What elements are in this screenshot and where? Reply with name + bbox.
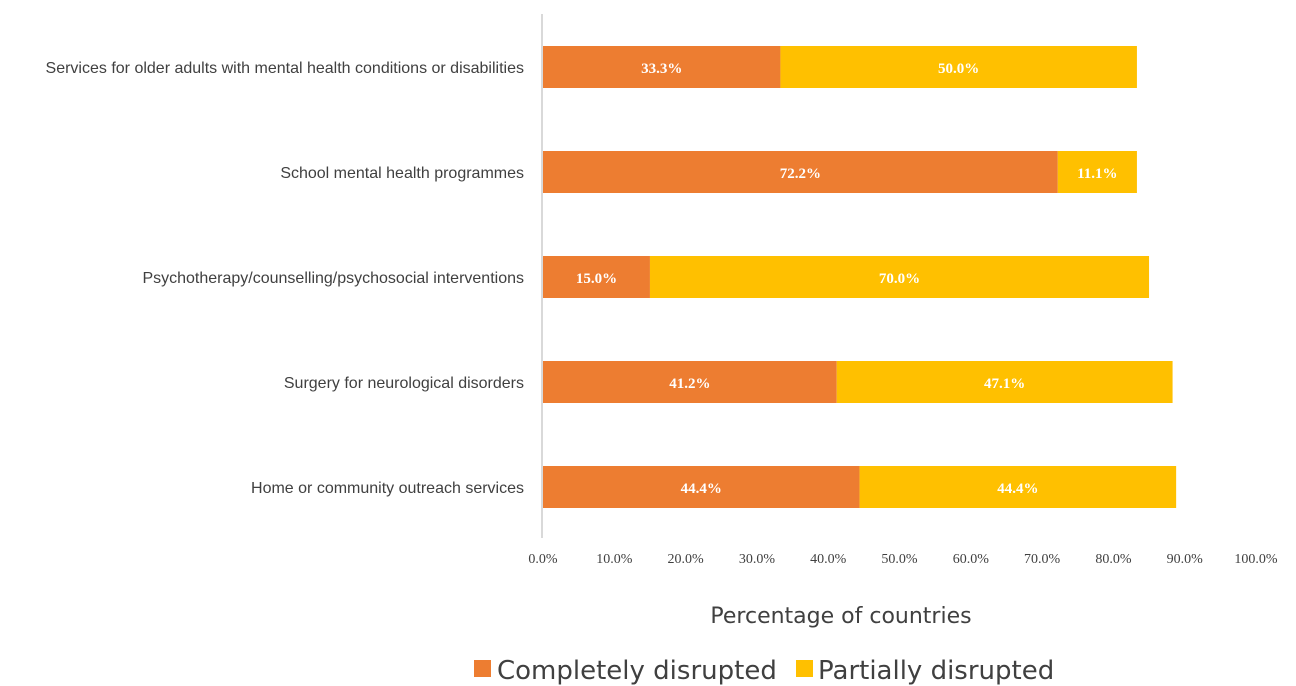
bar-segment bbox=[543, 151, 1058, 193]
legend-swatch bbox=[796, 660, 813, 677]
bar-segment bbox=[543, 46, 781, 88]
bar-segment bbox=[780, 46, 1137, 88]
bar-segment bbox=[836, 361, 1173, 403]
legend-swatch bbox=[474, 660, 491, 677]
legend-label: Partially disrupted bbox=[818, 656, 1054, 686]
data-label: 44.4% bbox=[681, 481, 722, 497]
legend-label: Completely disrupted bbox=[497, 656, 777, 686]
bar-segment bbox=[649, 256, 1150, 298]
data-label: 72.2% bbox=[780, 166, 821, 182]
x-tick-label: 50.0% bbox=[881, 552, 918, 567]
data-label: 11.1% bbox=[1077, 166, 1117, 182]
data-label: 70.0% bbox=[879, 271, 920, 287]
data-label: 47.1% bbox=[984, 376, 1025, 392]
data-label: 50.0% bbox=[938, 61, 979, 77]
data-label: 44.4% bbox=[997, 481, 1038, 497]
x-tick-label: 40.0% bbox=[810, 552, 847, 567]
legend: Completely disrupted Partially disrupted bbox=[474, 656, 1054, 686]
bar-segment bbox=[859, 466, 1177, 508]
x-tick-label: 20.0% bbox=[668, 552, 705, 567]
x-tick-label: 10.0% bbox=[596, 552, 633, 567]
category-label: Services for older adults with mental he… bbox=[46, 60, 524, 77]
category-label: Home or community outreach services bbox=[251, 480, 524, 497]
bar-segment bbox=[543, 466, 860, 508]
data-label: 33.3% bbox=[641, 61, 682, 77]
bar-segment bbox=[543, 361, 837, 403]
data-label: 41.2% bbox=[669, 376, 710, 392]
bar-segment bbox=[543, 256, 650, 298]
bars-group: 33.3% 50.0% 72.2% 11.1% 15.0% 70.0% 41.2% 47.1%… bbox=[543, 46, 1177, 508]
category-labels: Services for older adults with mental he… bbox=[46, 60, 524, 497]
x-axis-title: Percentage of countries bbox=[710, 604, 971, 629]
x-tick-label: 0.0% bbox=[528, 552, 558, 567]
x-tick-label: 60.0% bbox=[953, 552, 990, 567]
x-tick-label: 30.0% bbox=[739, 552, 776, 567]
x-tick-label: 80.0% bbox=[1095, 552, 1132, 567]
x-tick-label: 100.0% bbox=[1234, 552, 1278, 567]
x-tick-label: 70.0% bbox=[1024, 552, 1061, 567]
bar-segment bbox=[1057, 151, 1137, 193]
category-label: Psychotherapy/counselling/psychosocial i… bbox=[142, 270, 524, 287]
category-label: School mental health programmes bbox=[280, 165, 524, 182]
x-tick-labels: 0.0% 10.0% 20.0% 30.0% 40.0% 50.0% 60.0% 70.0% 8… bbox=[528, 552, 1278, 567]
x-tick-label: 90.0% bbox=[1167, 552, 1204, 567]
category-label: Surgery for neurological disorders bbox=[284, 375, 524, 392]
data-label: 15.0% bbox=[576, 271, 617, 287]
